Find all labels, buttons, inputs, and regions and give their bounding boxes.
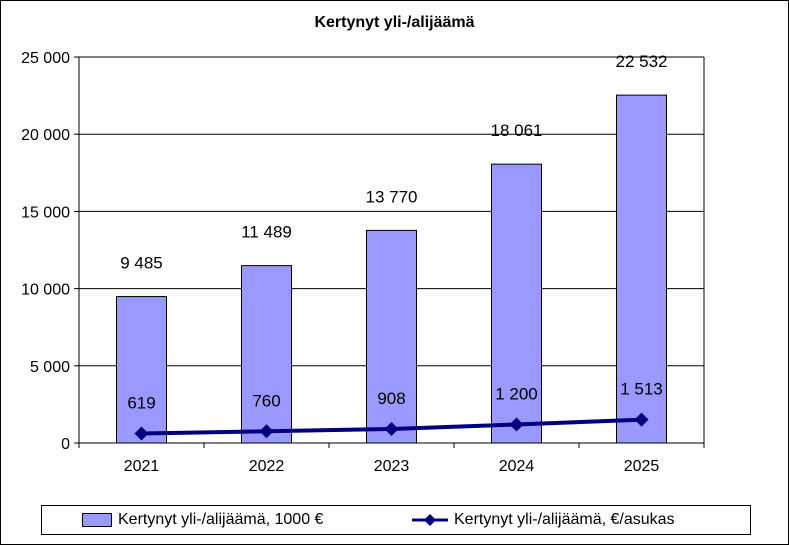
y-tick-label: 5 000 [30,359,70,376]
legend-label-bar: Kertynyt yli-/alijäämä, 1000 € [118,511,324,528]
x-tick-label: 2021 [124,458,160,475]
bar-series [116,94,667,444]
x-tick-label: 2025 [624,458,660,475]
line-point [634,412,649,427]
bar-value-label: 11 489 [241,223,292,242]
legend-item-bar: Kertynyt yli-/alijäämä, 1000 € [82,506,323,534]
line-value-label: 1 200 [495,384,538,403]
legend-item-line: Kertynyt yli-/alijäämä, €/asukas [412,506,675,534]
line-value-label: 760 [252,391,280,410]
line-point [134,426,149,441]
line-point [384,421,399,436]
y-tick-label: 20 000 [21,127,70,144]
line-point [259,424,274,439]
x-tick-label: 2022 [249,458,285,475]
line-value-label: 908 [377,389,405,408]
bar [241,265,292,444]
axes: 0 5 000 10 000 15 000 20 000 25 000 2021 2022 20… [21,50,705,475]
bar [116,296,167,444]
legend-line-swatch [412,514,448,526]
bar-value-label: 13 770 [366,187,418,206]
y-tick-label: 0 [61,436,70,453]
bar-value-label: 9 485 [120,254,163,273]
y-tick-label: 15 000 [21,204,70,221]
bar [366,229,417,444]
line-value-label: 619 [127,393,155,412]
bar-value-label: 22 532 [616,52,668,71]
chart-title: Kertynyt yli-/alijäämä [314,14,475,31]
x-tick-label: 2023 [374,458,410,475]
y-tick-label: 10 000 [21,282,70,299]
x-tick-label: 2024 [499,458,535,475]
bar [616,94,667,444]
legend: Kertynyt yli-/alijäämä, 1000 € Kertynyt … [41,505,751,535]
bar-value-label: 18 061 [491,121,543,140]
data-labels: 9 485 11 489 13 770 18 061 22 532 619 760 908 1 … [120,52,667,412]
line-series [134,412,649,441]
bar [491,163,542,444]
line-point [509,417,524,432]
legend-label-line: Kertynyt yli-/alijäämä, €/asukas [454,511,675,528]
line-value-label: 1 513 [620,380,663,399]
y-tick-label: 25 000 [21,50,70,67]
legend-bar-swatch [82,513,112,527]
